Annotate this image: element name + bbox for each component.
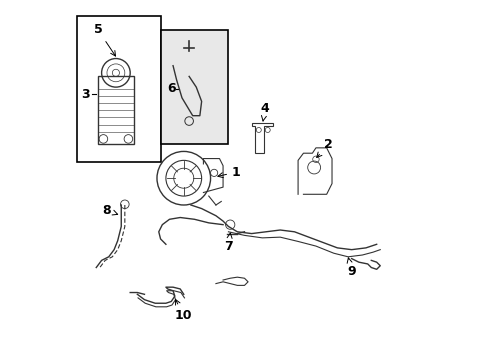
Text: 4: 4 <box>260 102 269 121</box>
Text: 3: 3 <box>81 88 90 101</box>
Text: 10: 10 <box>175 300 192 322</box>
Text: 9: 9 <box>346 258 355 278</box>
Text: 7: 7 <box>224 233 232 253</box>
Bar <box>77 16 160 162</box>
Text: 2: 2 <box>316 138 332 157</box>
Text: 6: 6 <box>166 82 175 95</box>
Text: 8: 8 <box>102 204 118 217</box>
Text: 1: 1 <box>218 166 240 179</box>
Text: 5: 5 <box>94 23 115 56</box>
Bar <box>160 30 228 144</box>
